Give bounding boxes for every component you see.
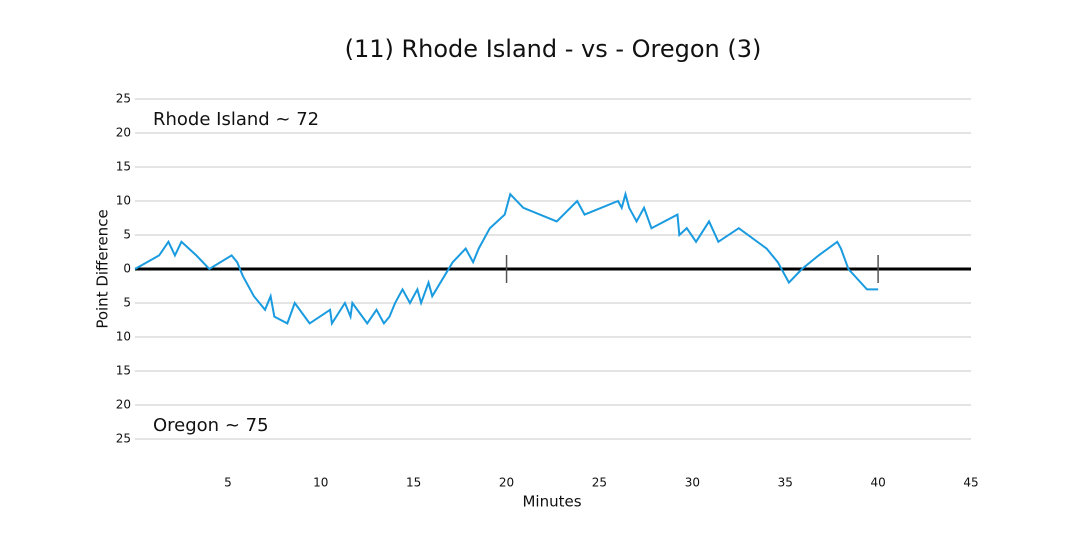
x-tick-label: 40 [870,476,885,490]
y-tick-label: 0 [123,262,131,276]
y-tick-label: 10 [116,194,131,208]
x-tick-label: 45 [963,476,978,490]
chart-title: (11) Rhode Island - vs - Oregon (3) [345,35,762,63]
x-tick-label: 10 [313,476,328,490]
x-tick-label: 25 [592,476,607,490]
x-tick-label: 35 [778,476,793,490]
x-tick-label: 15 [406,476,421,490]
y-tick-label: 20 [116,398,131,412]
x-axis-label: Minutes [522,493,581,511]
annotation: Rhode Island ~ 72 [153,109,319,130]
y-axis-label: Point Difference [94,209,112,328]
annotation: Oregon ~ 75 [153,415,269,436]
y-tick-label: 5 [123,296,131,310]
y-tick-label: 15 [116,160,131,174]
y-tick-label: 15 [116,364,131,378]
y-tick-label: 25 [116,432,131,446]
x-tick-label: 20 [499,476,514,490]
y-tick-label: 25 [116,92,131,106]
y-tick-label: 5 [123,228,131,242]
y-tick-label: 10 [116,330,131,344]
x-tick-label: 5 [224,476,232,490]
line [134,190,879,327]
y-tick-label: 20 [116,126,131,140]
x-tick-label: 30 [685,476,700,490]
